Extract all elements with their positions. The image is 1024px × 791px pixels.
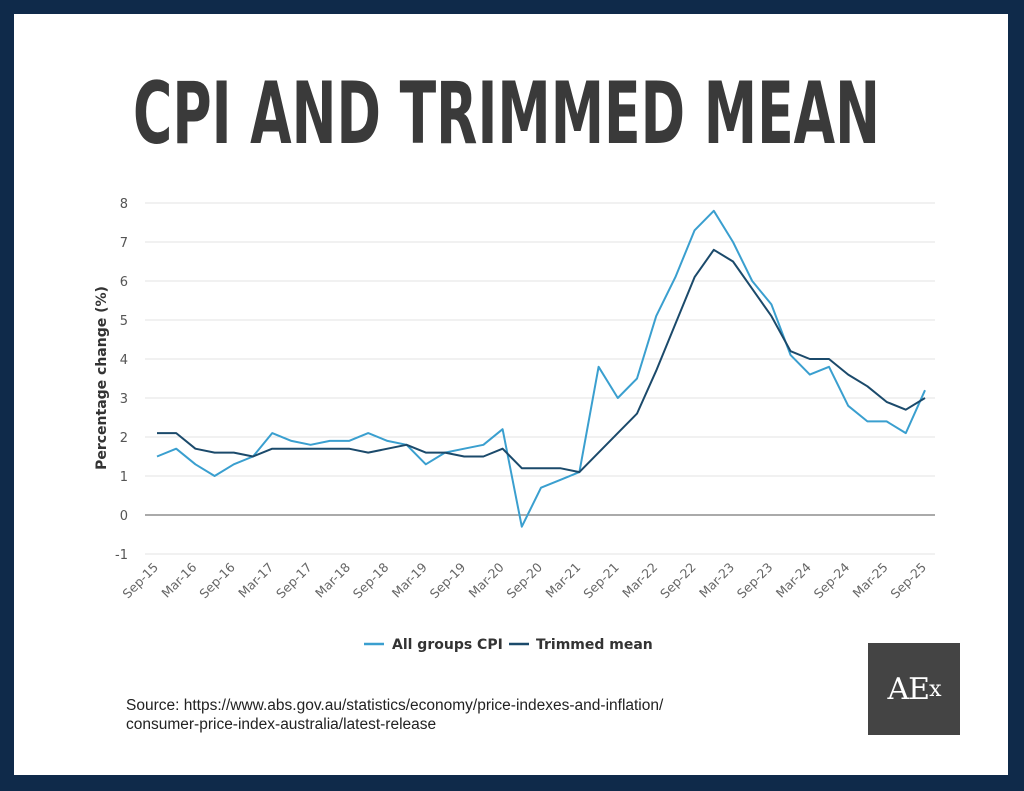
title-container: CPI AND TRIMMED MEAN <box>133 64 880 160</box>
source-line-2: consumer-price-index-australia/latest-re… <box>126 716 437 733</box>
x-tick-label: Mar-23 <box>696 560 737 601</box>
legend-label-cpi: All groups CPI <box>392 637 503 653</box>
aex-logo: AE x <box>868 643 960 735</box>
x-tick-label: Mar-17 <box>235 560 276 601</box>
x-tick-label: Sep-15 <box>119 560 161 602</box>
y-tick-label: 0 <box>120 509 128 524</box>
y-tick-label: 6 <box>120 275 128 290</box>
y-tick-label: 4 <box>120 353 128 368</box>
x-tick-label: Mar-24 <box>773 559 814 600</box>
series-line-cpi <box>156 209 926 528</box>
y-tick-label: -1 <box>115 548 128 563</box>
y-tick-label: 2 <box>120 431 128 446</box>
chart-title: CPI AND TRIMMED MEAN <box>133 64 880 160</box>
x-tick-label: Sep-19 <box>427 559 469 601</box>
x-tick-label: Mar-16 <box>158 559 199 600</box>
y-tick-label: 7 <box>120 236 128 251</box>
source-note: Source: https://www.abs.gov.au/statistic… <box>126 696 663 734</box>
x-tick-label: Sep-16 <box>196 559 238 601</box>
x-tick-label: Mar-22 <box>619 560 660 601</box>
x-tick-label: Sep-24 <box>811 559 853 601</box>
x-tick-label: Sep-18 <box>350 559 392 601</box>
x-tick-label: Mar-25 <box>850 560 891 601</box>
y-tick-label: 3 <box>120 392 128 407</box>
x-tick-label: Sep-22 <box>657 560 699 602</box>
x-tick-label: Sep-20 <box>503 559 545 601</box>
y-tick-label: 8 <box>120 197 128 212</box>
source-line-1: Source: https://www.abs.gov.au/statistic… <box>126 697 664 714</box>
legend: All groups CPI Trimmed mean <box>364 637 653 653</box>
x-tick-label: Sep-23 <box>734 560 776 602</box>
x-tick-label: Mar-20 <box>466 559 507 600</box>
x-tick-label: Mar-19 <box>389 559 430 600</box>
y-axis-label: Percentage change (%) <box>94 286 110 470</box>
series-line-trimmed-mean <box>157 248 926 474</box>
y-tick-label: 5 <box>120 314 128 329</box>
x-tick-label: Sep-21 <box>580 560 622 602</box>
x-tick-label: Mar-18 <box>312 559 353 600</box>
y-tick-label: 1 <box>120 470 128 485</box>
legend-label-trimmed: Trimmed mean <box>536 637 653 653</box>
x-tick-label: Sep-25 <box>887 560 929 602</box>
x-tick-label: Mar-21 <box>542 560 583 601</box>
x-tick-label: Sep-17 <box>273 560 315 602</box>
